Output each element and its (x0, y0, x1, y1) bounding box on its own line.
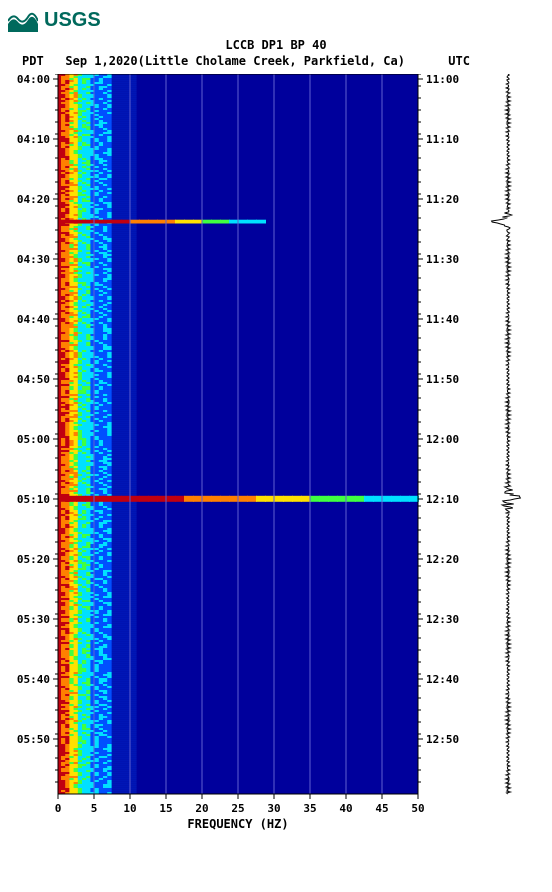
location: (Little Cholame Creek, Parkfield, Ca) (138, 54, 405, 68)
usgs-logo: USGS (8, 8, 544, 32)
tz-right: UTC (448, 54, 470, 68)
chart-title: LCCB DP1 BP 40 (8, 38, 544, 52)
tz-left: PDT (22, 54, 44, 68)
wave-icon (8, 8, 38, 32)
date: Sep 1,2020 (65, 54, 137, 68)
logo-text: USGS (44, 9, 101, 32)
spectrogram-chart: 04:0011:0004:1011:1004:2011:2004:3011:30… (8, 74, 544, 864)
chart-subtitle: PDT Sep 1,2020(Little Cholame Creek, Par… (22, 54, 544, 68)
